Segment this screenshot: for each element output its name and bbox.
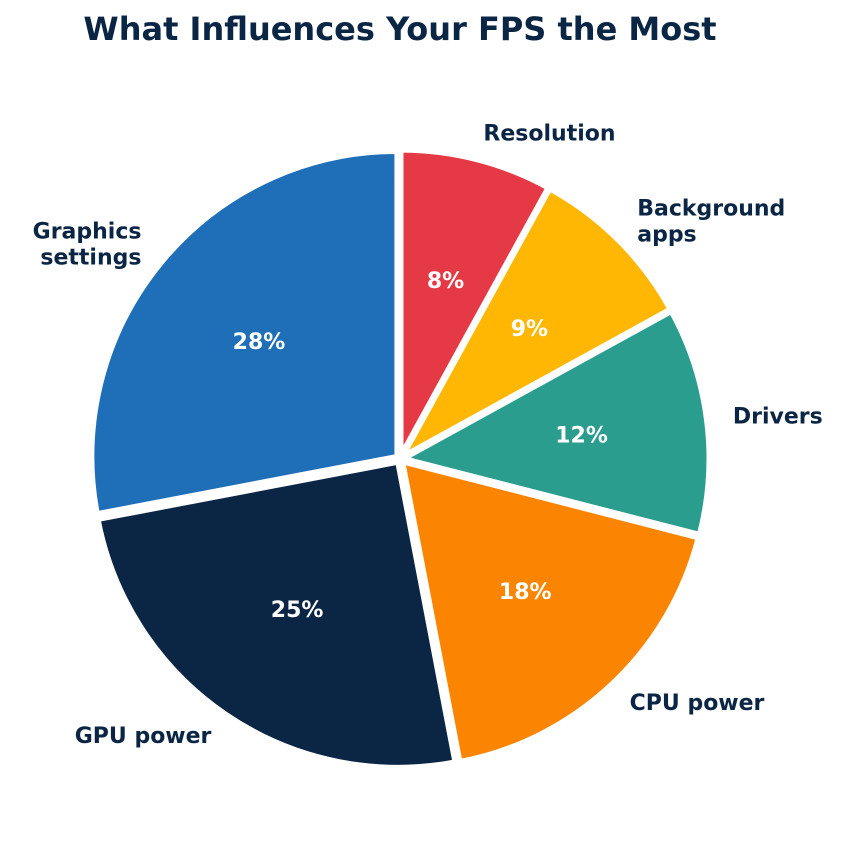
category-label-line: Drivers <box>733 404 823 429</box>
category-label-line: Background <box>637 196 785 221</box>
category-label-3: CPU power <box>630 691 765 716</box>
category-labels-layer: Resolution Background apps Drivers CPU power… <box>33 122 823 749</box>
category-label-5: Graphics settings <box>33 220 142 271</box>
pie-slice-3 <box>399 458 702 765</box>
category-label-2: Drivers <box>733 404 823 429</box>
pie-slice-0 <box>398 147 552 457</box>
category-label-line: CPU power <box>630 691 765 716</box>
percent-label-3: 18% <box>499 580 552 605</box>
percent-label-5: 28% <box>233 330 286 355</box>
pie-slice-1 <box>396 185 674 463</box>
category-label-0: Resolution <box>483 122 615 147</box>
category-label-line: settings <box>40 246 141 271</box>
pie-slice-2 <box>397 308 712 538</box>
category-label-4: GPU power <box>75 724 212 749</box>
chart-title: What Influences Your FPS the Most <box>83 10 717 48</box>
percent-label-4: 25% <box>271 598 324 623</box>
category-label-line: Graphics <box>33 220 142 245</box>
percent-label-2: 12% <box>555 424 608 449</box>
percent-label-1: 9% <box>511 317 548 342</box>
pie-slice-5 <box>89 148 400 517</box>
category-label-line: GPU power <box>75 724 212 749</box>
percent-labels-layer: 8% 9% 12% 18% 25% 28% <box>233 269 608 623</box>
category-label-line: apps <box>637 222 696 247</box>
percent-label-0: 8% <box>427 269 464 294</box>
pie-slice-4 <box>95 459 458 770</box>
category-label-1: Background apps <box>637 196 785 247</box>
slices-layer <box>89 147 712 770</box>
category-label-line: Resolution <box>483 122 615 147</box>
